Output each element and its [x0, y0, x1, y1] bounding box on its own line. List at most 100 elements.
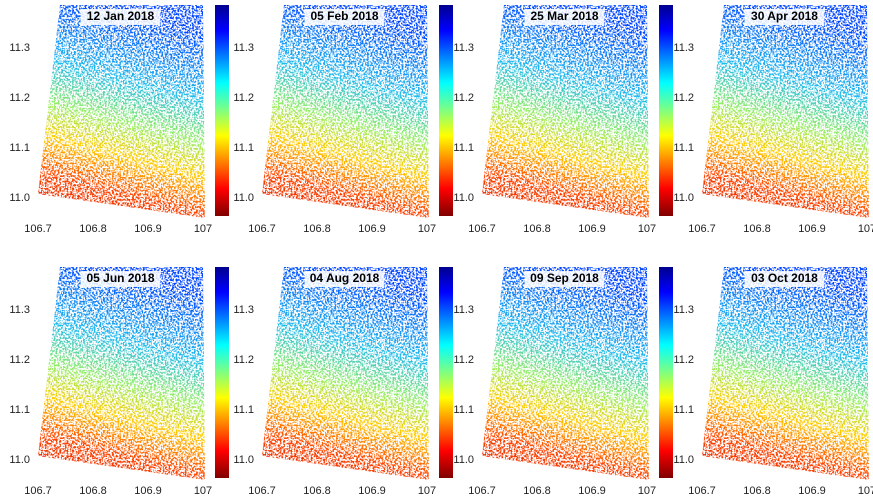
panel-title: 05 Feb 2018	[310, 9, 378, 23]
y-tick-label: 11.2	[233, 92, 254, 104]
y-tick-label: 11.1	[9, 404, 30, 416]
y-tick-label: 11.2	[453, 92, 474, 104]
title-background	[524, 9, 605, 25]
y-tick-label: 11.3	[9, 42, 30, 54]
x-tick-label: 106.9	[798, 485, 826, 497]
x-tick-label: 106.8	[523, 223, 551, 235]
colorbar	[659, 267, 673, 478]
title-background	[304, 271, 385, 287]
x-tick-label: 107	[858, 485, 873, 497]
panel-title: 05 Jun 2018	[86, 271, 154, 285]
map-panel: 25 Mar 2018 106.7 106.8 106.9 107 11.0 11.1 11.…	[453, 5, 673, 235]
y-tick-label: 11.1	[673, 142, 694, 154]
x-tick-label: 106.9	[358, 223, 386, 235]
map-panel: 03 Oct 2018 106.7 106.8 106.9 107 11.0 11.1 11.…	[673, 267, 873, 497]
y-tick-label: 11.3	[453, 42, 474, 54]
y-tick-label: 11.1	[9, 142, 30, 154]
map-panel: 04 Aug 2018 106.7 106.8 106.9 107 11.0 11.1 11.…	[233, 267, 453, 497]
deformation-points	[262, 267, 429, 480]
x-tick-label: 106.7	[24, 485, 52, 497]
y-tick-label: 11.1	[233, 404, 254, 416]
y-tick-label: 11.0	[233, 454, 254, 466]
x-tick-label: 106.7	[688, 223, 716, 235]
y-tick-label: 11.3	[233, 304, 254, 316]
x-tick-label: 106.7	[248, 485, 276, 497]
title-background	[524, 271, 605, 287]
x-tick-label: 106.9	[134, 223, 162, 235]
y-tick-label: 11.2	[673, 92, 694, 104]
x-tick-label: 106.8	[303, 485, 331, 497]
x-tick-label: 106.7	[248, 223, 276, 235]
x-tick-label: 107	[418, 223, 436, 235]
x-tick-label: 106.8	[79, 223, 107, 235]
y-tick-label: 11.2	[453, 354, 474, 366]
y-tick-label: 11.3	[673, 42, 694, 54]
deformation-points	[482, 5, 649, 218]
x-tick-label: 106.7	[468, 485, 496, 497]
x-tick-label: 106.9	[798, 223, 826, 235]
x-tick-label: 107	[638, 485, 656, 497]
y-tick-label: 11.0	[673, 454, 694, 466]
y-tick-label: 11.3	[233, 42, 254, 54]
y-tick-label: 11.0	[673, 192, 694, 204]
y-tick-label: 11.3	[673, 304, 694, 316]
y-tick-label: 11.1	[453, 404, 474, 416]
panel-title: 25 Mar 2018	[530, 9, 598, 23]
y-tick-label: 11.3	[453, 304, 474, 316]
deformation-points	[702, 5, 869, 218]
y-tick-label: 11.2	[9, 92, 30, 104]
y-tick-label: 11.0	[233, 192, 254, 204]
map-panel: 05 Jun 2018 106.7 106.8 106.9 107 11.0 11.1 11.…	[9, 267, 229, 497]
deformation-points	[38, 267, 205, 480]
x-tick-label: 107	[194, 223, 212, 235]
deformation-points	[482, 267, 649, 480]
panel-title: 30 Apr 2018	[751, 9, 818, 23]
y-tick-label: 11.1	[453, 142, 474, 154]
title-background	[744, 271, 825, 287]
deformation-points	[262, 5, 429, 218]
title-background	[80, 9, 161, 25]
x-tick-label: 106.9	[578, 223, 606, 235]
y-tick-label: 11.2	[9, 354, 30, 366]
map-panel: 12 Jan 2018 106.7 106.8 106.9 107 11.0 11.1 11.…	[9, 5, 229, 235]
y-tick-label: 11.2	[673, 354, 694, 366]
x-tick-label: 107	[858, 223, 873, 235]
deformation-points	[702, 267, 869, 480]
title-background	[744, 9, 825, 25]
x-tick-label: 106.8	[523, 485, 551, 497]
x-tick-label: 106.8	[743, 223, 771, 235]
x-tick-label: 107	[194, 485, 212, 497]
deformation-points	[38, 5, 205, 218]
x-tick-label: 106.8	[79, 485, 107, 497]
x-tick-label: 106.7	[468, 223, 496, 235]
panel-title: 09 Sep 2018	[530, 271, 599, 285]
colorbar	[215, 267, 229, 478]
map-panel: 05 Feb 2018 106.7 106.8 106.9 107 11.0 11.1 11.…	[233, 5, 453, 235]
x-tick-label: 107	[638, 223, 656, 235]
x-tick-label: 106.9	[578, 485, 606, 497]
x-tick-label: 106.8	[743, 485, 771, 497]
x-tick-label: 106.9	[134, 485, 162, 497]
title-background	[304, 9, 385, 25]
x-tick-label: 106.8	[303, 223, 331, 235]
panel-title: 04 Aug 2018	[310, 271, 380, 285]
map-panel: 09 Sep 2018 106.7 106.8 106.9 107 11.0 11.1 11.…	[453, 267, 673, 497]
y-tick-label: 11.0	[9, 454, 30, 466]
y-tick-label: 11.2	[233, 354, 254, 366]
map-panel: 30 Apr 2018 106.7 106.8 106.9 107 11.0 11.1 11.…	[673, 5, 873, 235]
colorbar	[659, 5, 673, 216]
y-tick-label: 11.0	[453, 192, 474, 204]
y-tick-label: 11.1	[673, 404, 694, 416]
y-tick-label: 11.1	[233, 142, 254, 154]
x-tick-label: 106.7	[24, 223, 52, 235]
colorbar	[215, 5, 229, 216]
panel-title: 03 Oct 2018	[751, 271, 818, 285]
panel-title: 12 Jan 2018	[87, 9, 155, 23]
x-tick-label: 106.7	[688, 485, 716, 497]
y-tick-label: 11.0	[453, 454, 474, 466]
colorbar	[439, 267, 453, 478]
y-tick-label: 11.3	[9, 304, 30, 316]
colorbar	[439, 5, 453, 216]
title-background	[80, 271, 161, 287]
